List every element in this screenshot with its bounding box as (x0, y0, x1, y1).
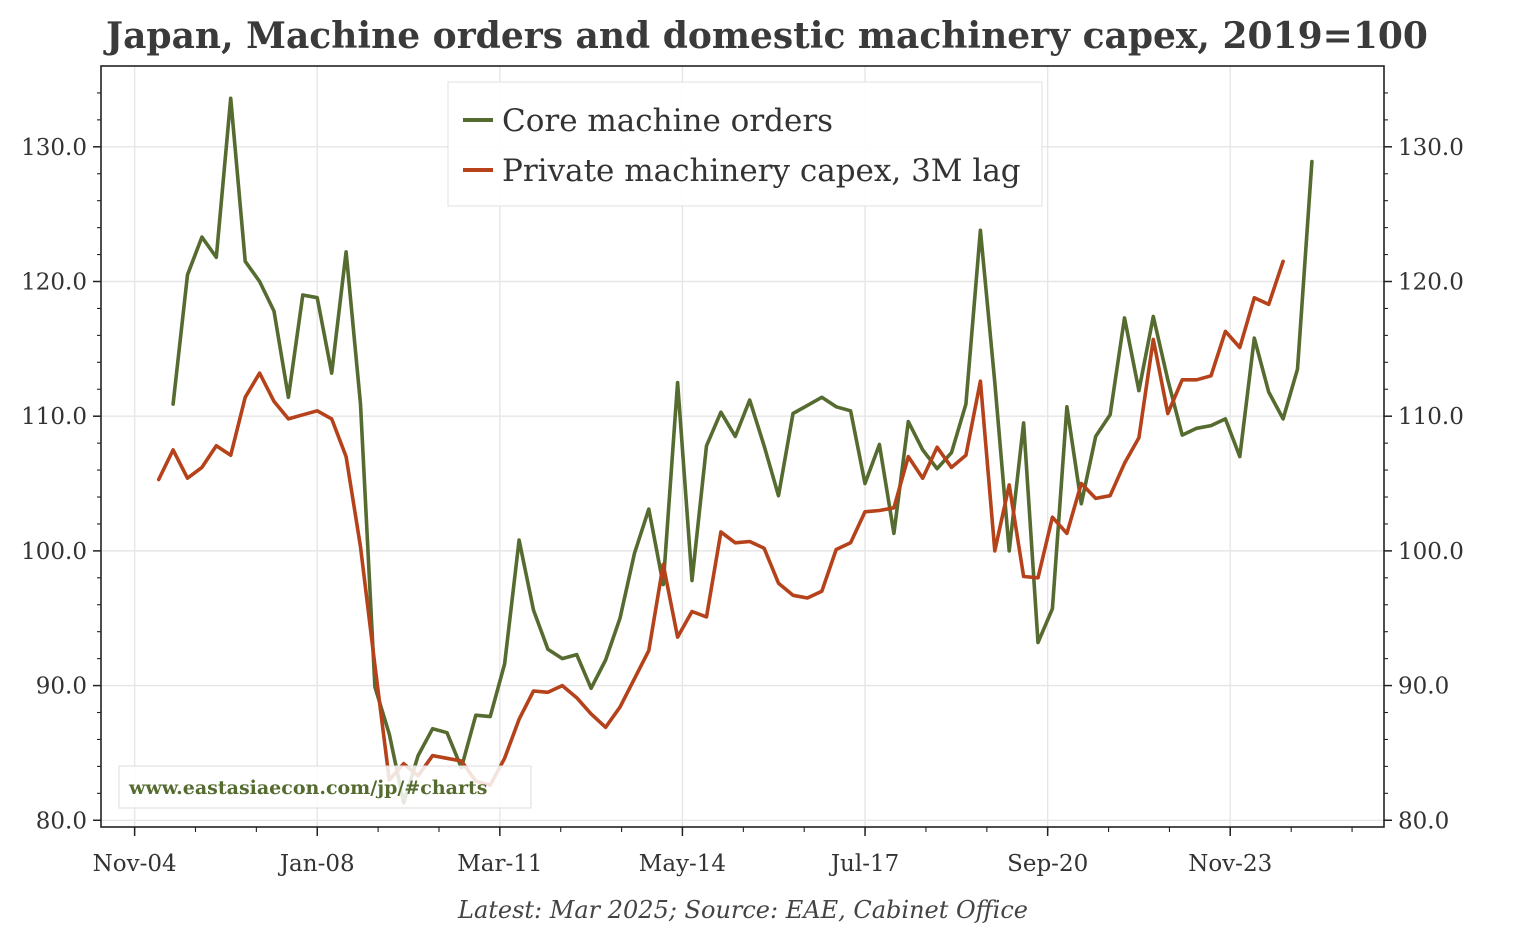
x-tick-label: Jan-08 (278, 851, 355, 877)
y-tick-label-right: 90.0 (1398, 674, 1449, 700)
y-tick-label-right: 110.0 (1398, 404, 1464, 430)
legend: Core machine orders Private machinery ca… (447, 81, 1043, 207)
y-tick-label-left: 90.0 (36, 674, 87, 700)
y-tick-label-left: 100.0 (21, 539, 87, 565)
y-tick-label-left: 130.0 (21, 135, 87, 161)
plot-frame (100, 65, 1385, 828)
chart-title: Japan, Machine orders and domestic machi… (103, 15, 1428, 57)
legend-label-private-machinery-capex: Private machinery capex, 3M lag (502, 153, 1021, 189)
watermark-box (118, 765, 532, 809)
y-tick-label-left: 110.0 (21, 404, 87, 430)
y-tick-label-right: 100.0 (1398, 539, 1464, 565)
x-tick-label: Sep-20 (1007, 851, 1088, 877)
chart-footer: Latest: Mar 2025; Source: EAE, Cabinet O… (457, 896, 1028, 924)
y-tick-label-right: 80.0 (1398, 808, 1449, 834)
axes: 80.0 80.0 90.0 90.0 100.0 100.0 110.0 110.0 120.… (21, 92, 1464, 877)
y-tick-label-right: 120.0 (1398, 270, 1464, 296)
x-tick-label: Jul-17 (829, 851, 899, 877)
y-tick-label-right: 130.0 (1398, 135, 1464, 161)
legend-box (447, 81, 1043, 207)
watermark-text: www.eastasiaecon.com/jp/#charts (128, 777, 487, 799)
x-tick-label: Mar-11 (457, 851, 542, 877)
legend-label-core-machine-orders: Core machine orders (502, 103, 833, 139)
watermark: www.eastasiaecon.com/jp/#charts (118, 765, 532, 809)
y-tick-label-left: 120.0 (21, 270, 87, 296)
x-tick-label: Nov-04 (93, 851, 177, 877)
x-tick-label: Nov-23 (1188, 851, 1272, 877)
y-tick-label-left: 80.0 (36, 808, 87, 834)
series-line-private-machinery-capex-3m-lag (156, 259, 1285, 788)
x-tick-label: May-14 (639, 851, 726, 877)
series-line-core-machine-orders (171, 96, 1314, 805)
series-lines (156, 96, 1314, 805)
